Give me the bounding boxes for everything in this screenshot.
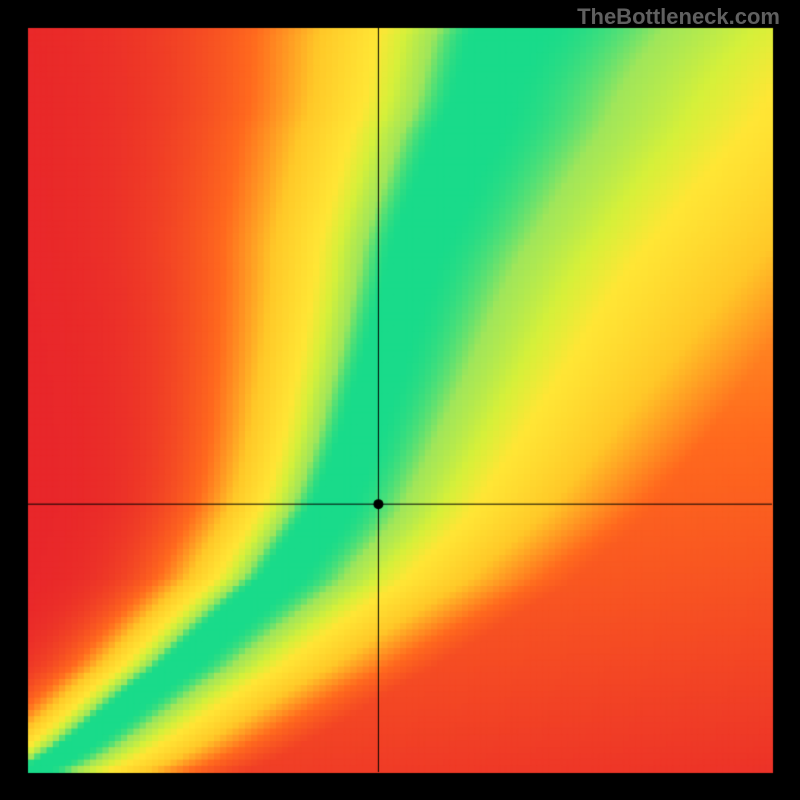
heatmap-canvas — [0, 0, 800, 800]
chart-container: TheBottleneck.com — [0, 0, 800, 800]
watermark-text: TheBottleneck.com — [577, 4, 780, 30]
